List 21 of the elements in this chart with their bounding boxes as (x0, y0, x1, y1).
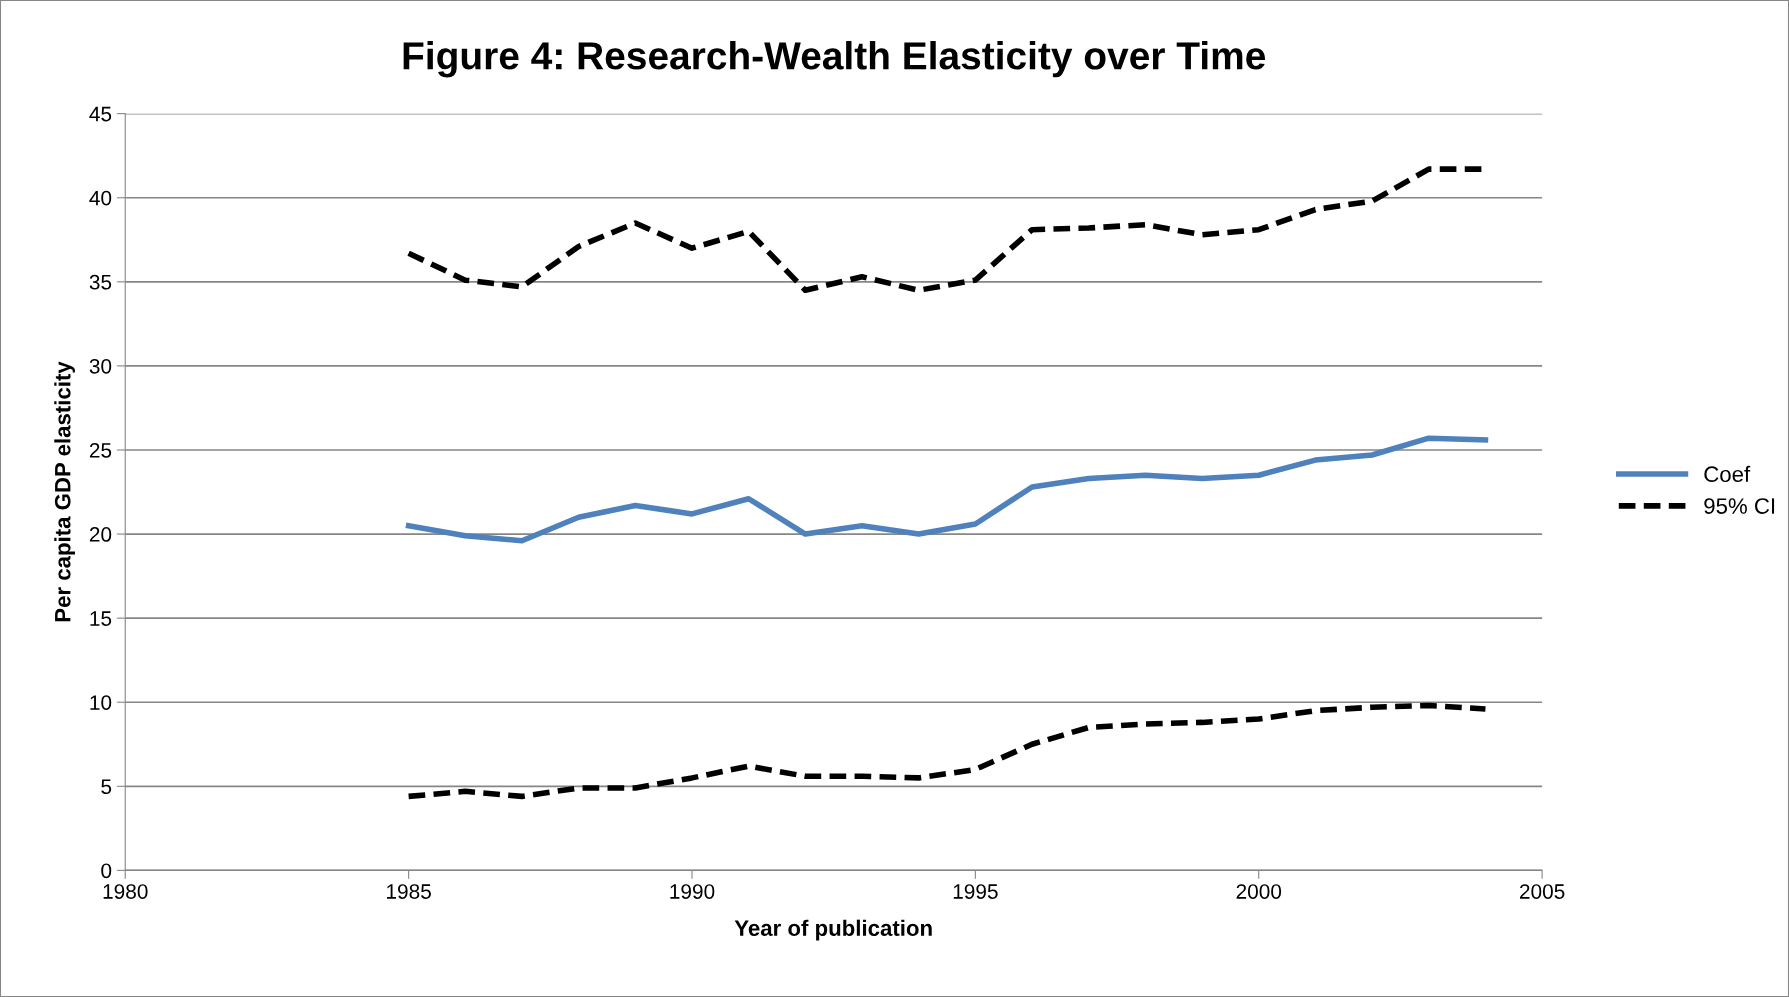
legend-label: 95% CI (1704, 498, 1775, 514)
y-tick-label: 30 (89, 358, 112, 374)
x-tick-label: 1995 (953, 884, 998, 899)
y-tick-label: 35 (89, 274, 112, 290)
y-tick-label: 40 (89, 190, 112, 206)
y-tick-label: 5 (101, 779, 112, 795)
legend-label: Coef (1704, 465, 1751, 483)
y-tick-label: 0 (101, 863, 112, 879)
chart-title: Figure 4: Research-Wealth Elasticity over Time (403, 41, 1266, 78)
y-tick-label: 15 (90, 611, 112, 626)
x-tick-label: 1980 (103, 884, 148, 899)
y-tick-label: 25 (89, 442, 112, 458)
x-tick-label: 1990 (670, 884, 715, 899)
y-tick-label: 45 (89, 106, 112, 122)
x-tick-label: 1985 (387, 884, 431, 899)
x-tick-label: 2000 (1236, 884, 1282, 899)
y-tick-label: 10 (90, 695, 112, 710)
x-axis-title: Year of publication (734, 919, 932, 941)
x-tick-label: 2005 (1520, 884, 1565, 899)
y-axis-title: Per capita GDP elasticity (54, 361, 75, 622)
y-tick-label: 20 (89, 527, 112, 542)
